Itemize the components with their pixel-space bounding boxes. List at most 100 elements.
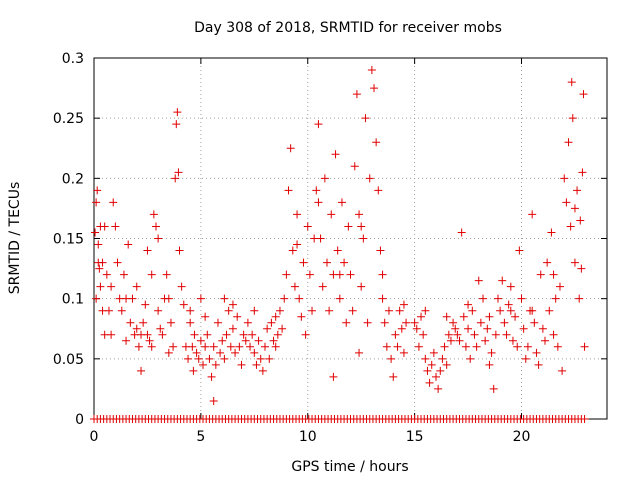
data-point [295,294,304,303]
data-point [243,318,252,327]
data-point [143,330,152,339]
data-points [90,66,589,423]
data-point [528,210,537,219]
data-point [374,186,383,195]
data-point [474,276,483,285]
data-point [455,336,464,345]
data-point [508,336,517,345]
data-point [186,306,195,315]
data-point [252,360,261,369]
data-point [305,270,314,279]
data-point [541,336,550,345]
y-tick-label: 0.05 [53,352,84,368]
data-point [578,168,587,177]
data-point [538,324,547,333]
data-point [107,282,116,291]
data-point [466,354,475,363]
data-point [370,84,379,93]
data-point [290,282,299,291]
data-point [203,330,212,339]
data-point [220,294,229,303]
data-point [449,318,458,327]
data-point [399,300,408,309]
data-point [256,354,265,363]
data-point [560,174,569,183]
data-point [429,348,438,357]
data-point [417,312,426,321]
data-point [470,330,479,339]
data-point [344,222,353,231]
data-point [376,246,385,255]
data-point [126,318,135,327]
data-point [207,372,216,381]
data-point [92,198,101,207]
data-point [361,114,370,123]
data-point [355,210,364,219]
data-point [579,90,588,99]
data-point [549,270,558,279]
data-point [154,234,163,243]
y-tick-label: 0.25 [53,111,84,127]
y-tick-label: 0.1 [62,292,84,308]
data-point [340,258,349,267]
data-point [213,318,222,327]
data-point [175,246,184,255]
data-point [337,198,346,207]
data-point [102,270,111,279]
data-point [547,228,556,237]
data-point [237,360,246,369]
data-point [109,198,118,207]
data-point [363,318,372,327]
y-tick-label: 0.3 [62,51,84,67]
data-point [231,348,240,357]
data-point [359,234,368,243]
data-point [261,342,269,351]
data-point [487,348,496,357]
data-point [325,306,334,315]
data-point [427,360,436,369]
y-axis-label: SRMTID / TECUs [7,182,23,295]
data-point [250,348,259,357]
data-point [438,354,447,363]
data-point [496,306,505,315]
data-point [335,270,344,279]
data-point [151,222,160,231]
data-point [228,324,237,333]
data-point [188,342,197,351]
data-point [568,114,577,123]
data-point [273,330,282,339]
data-point [216,348,225,357]
data-point [357,222,366,231]
x-tick-label: 20 [513,429,531,445]
data-point [171,174,180,183]
data-point [536,270,545,279]
data-point [566,222,575,231]
data-point [329,372,338,381]
data-point [143,246,152,255]
data-point [476,318,485,327]
data-point [543,258,552,267]
data-point [132,282,141,291]
data-point [147,342,156,351]
data-point [271,342,280,351]
data-point [320,174,329,183]
data-point [179,300,188,309]
data-point [372,138,381,147]
data-point [481,336,490,345]
data-point [280,294,289,303]
data-point [395,306,404,315]
data-point [312,186,321,195]
data-point [303,222,312,231]
data-point [211,360,220,369]
x-tick-label: 15 [406,429,424,445]
data-point [278,324,287,333]
data-point [263,324,272,333]
data-point [412,324,421,333]
data-point [453,330,462,339]
data-point [397,324,406,333]
data-point [235,342,244,351]
axis-ticks: 0 0.05 0.1 0.15 0.2 0.25 0.3 0 5 10 15 20 [53,51,607,445]
data-point [282,270,291,279]
data-point [440,342,449,351]
data-point [139,318,148,327]
